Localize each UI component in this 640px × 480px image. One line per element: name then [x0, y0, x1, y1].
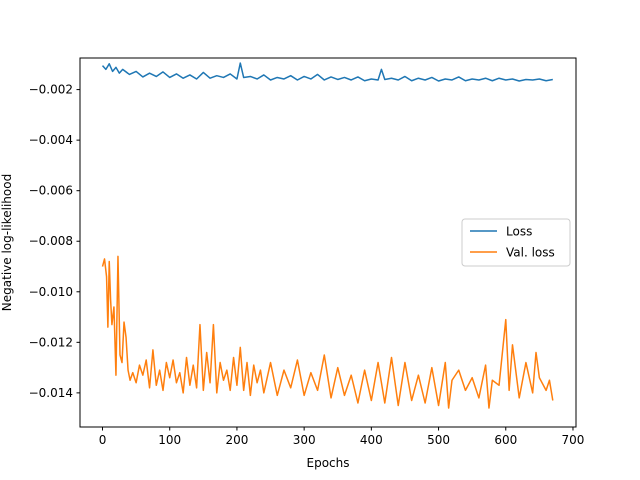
y-axis: −0.002 −0.004 −0.006 −0.008 −0.010 −0.012 −0.0…	[29, 83, 80, 400]
y-tick-label: −0.014	[29, 386, 73, 400]
x-tick-label: 400	[360, 433, 383, 447]
legend: Loss Val. loss	[461, 218, 571, 267]
legend-label: Loss	[506, 225, 532, 239]
x-tick-label: 100	[158, 433, 181, 447]
y-tick-label: −0.008	[29, 234, 73, 248]
y-tick-label: −0.006	[29, 184, 73, 198]
x-tick-label: 600	[494, 433, 517, 447]
x-axis: 0 100 200 300 400 500 600 700	[99, 427, 585, 447]
x-tick-label: 200	[225, 433, 248, 447]
legend-label: Val. loss	[506, 246, 555, 260]
x-tick-label: 500	[427, 433, 450, 447]
y-axis-label: Negative log-likelihood	[0, 174, 14, 311]
y-tick-label: −0.004	[29, 133, 73, 147]
x-tick-label: 300	[293, 433, 316, 447]
y-tick-label: −0.010	[29, 285, 73, 299]
axes-frame	[79, 57, 577, 428]
x-tick-label: 700	[562, 433, 585, 447]
x-tick-label: 0	[99, 433, 107, 447]
y-tick-label: −0.012	[29, 335, 73, 349]
y-tick-label: −0.002	[29, 83, 73, 97]
x-axis-label: Epochs	[307, 456, 350, 470]
series-line-loss	[101, 62, 553, 82]
series-layer	[101, 62, 554, 409]
series-line-val-loss	[101, 255, 554, 409]
